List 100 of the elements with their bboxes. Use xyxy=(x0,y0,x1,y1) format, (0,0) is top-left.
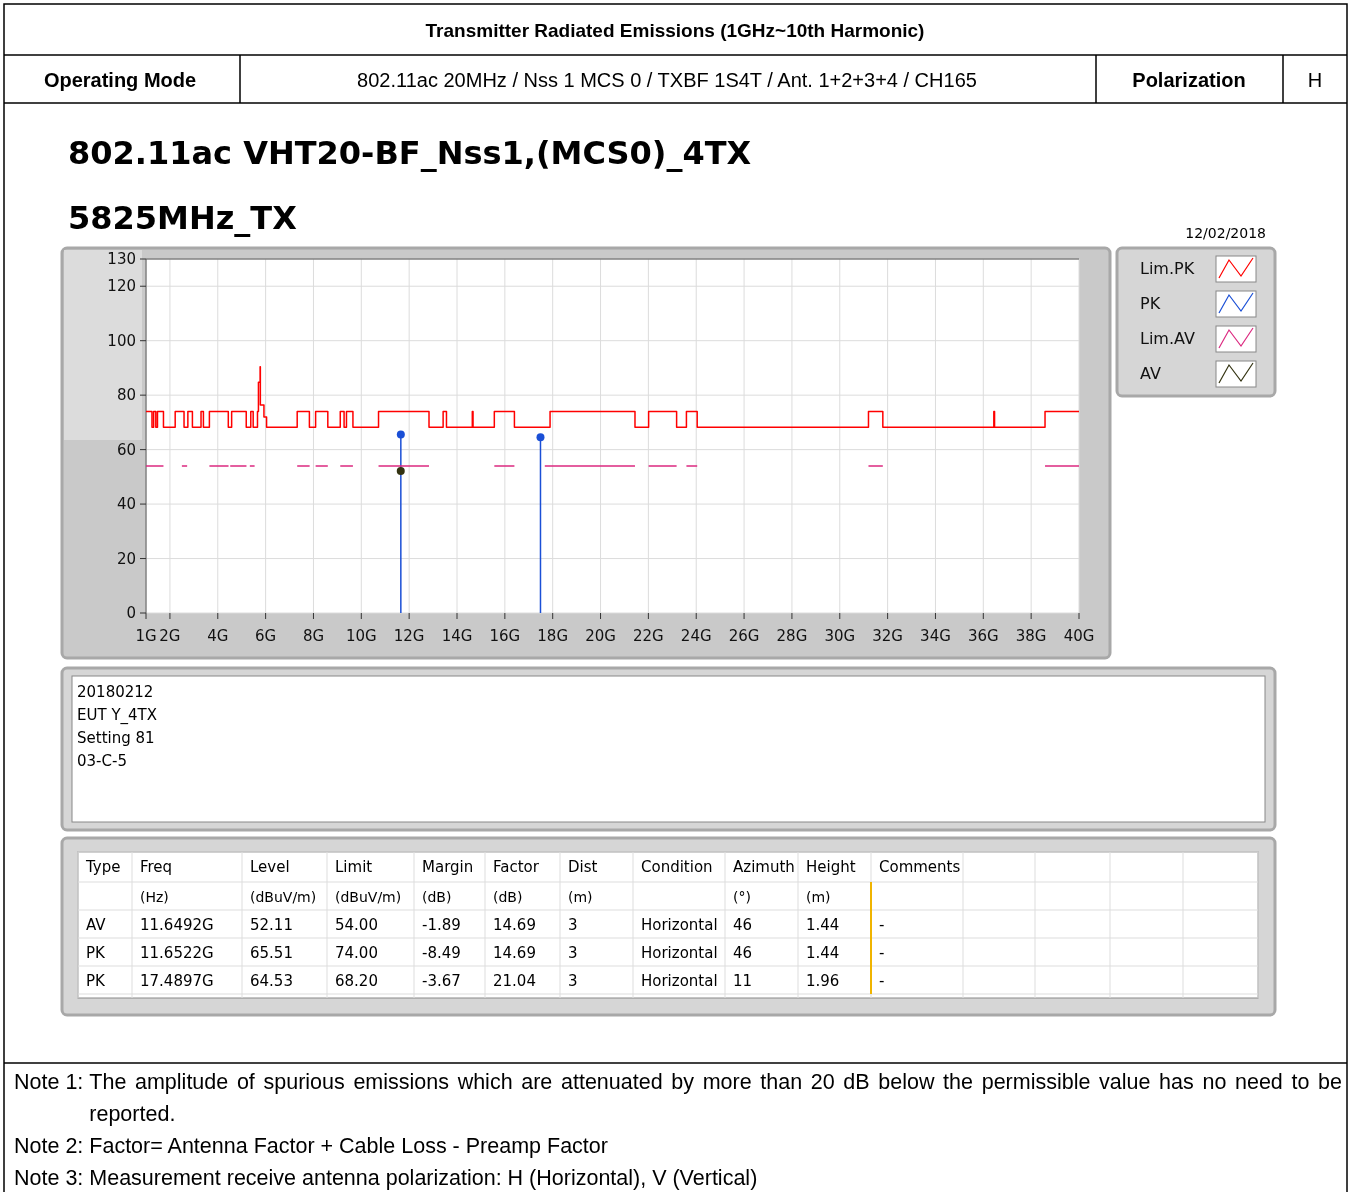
text: 46 xyxy=(733,916,753,934)
text: 1.96 xyxy=(806,972,840,990)
text: -3.67 xyxy=(422,972,461,990)
y-tick-label: 20 xyxy=(116,549,136,568)
x-tick-label: 12G xyxy=(393,627,425,645)
text: 14.69 xyxy=(493,916,536,934)
text: Type xyxy=(85,858,121,876)
text: Horizontal xyxy=(641,972,718,990)
text: EUT Y_4TX xyxy=(77,706,158,725)
text: 52.11 xyxy=(250,916,293,934)
x-tick-label: 18G xyxy=(537,627,569,645)
text: AV xyxy=(86,916,107,934)
text: 11.6522G xyxy=(140,944,214,962)
point xyxy=(396,467,405,476)
text: 20180212 xyxy=(77,683,154,701)
text: 46 xyxy=(733,944,753,962)
x-tick-label: 20G xyxy=(585,627,616,645)
text: (m) xyxy=(806,889,831,905)
text: Horizontal xyxy=(641,916,718,934)
y-tick-label: 0 xyxy=(126,604,136,622)
x-tick-label: 26G xyxy=(728,627,760,645)
text: Note 1: The amplitude of spurious emissions which are attenuated by more than 20 dB below the permissible value has no need to be reported. xyxy=(14,1069,1342,1128)
x-tick-label: 14G xyxy=(441,627,473,645)
x-tick-label: 40G xyxy=(1063,627,1095,645)
text: - xyxy=(879,916,885,934)
text: 68.20 xyxy=(335,972,378,990)
text: Margin xyxy=(422,858,474,876)
y-tick-label: 100 xyxy=(107,331,136,350)
x-tick-label: 30G xyxy=(824,627,856,645)
legend-label: Lim.PK xyxy=(1140,259,1195,278)
chart-title: 802.11ac VHT20-BF_Nss1,(MCS0)_4TX xyxy=(68,134,752,172)
text: Comments xyxy=(879,858,961,876)
text: PK xyxy=(1140,294,1161,313)
text: Freq xyxy=(140,858,173,876)
x-tick-label: 32G xyxy=(872,627,903,645)
text: PK xyxy=(86,944,107,962)
text: Limit xyxy=(335,858,373,876)
text: Setting 81 xyxy=(77,729,155,747)
text: (Hz) xyxy=(140,889,169,905)
text: (°) xyxy=(733,889,751,905)
y-tick-label: 130 xyxy=(107,250,136,268)
text: 3 xyxy=(568,972,578,990)
x-tick-label: 16G xyxy=(489,627,521,645)
text: 12/02/2018 xyxy=(1185,225,1266,241)
y-tick-label: 80 xyxy=(116,386,136,405)
text: Operating Mode xyxy=(43,69,197,91)
text: Polarization xyxy=(1132,69,1246,91)
text: - xyxy=(879,944,885,962)
text: 74.00 xyxy=(335,944,378,962)
point xyxy=(396,430,405,439)
text: 802.11ac 20MHz / Nss 1 MCS 0 / TXBF 1S4T / Ant. 1+2+3+4 / CH165 xyxy=(357,69,977,91)
text: H xyxy=(1307,69,1323,91)
text: Level xyxy=(250,858,290,876)
text: (dB) xyxy=(422,889,452,905)
text: 14.69 xyxy=(493,944,536,962)
text: 11 xyxy=(733,972,753,990)
x-tick-label: 34G xyxy=(920,627,951,645)
text: (dB) xyxy=(493,889,523,905)
text: Horizontal xyxy=(641,944,718,962)
x-tick-label: 2G xyxy=(159,627,181,645)
y-tick-label: 40 xyxy=(116,495,136,514)
text: AV xyxy=(1140,364,1161,383)
x-tick-label: 10G xyxy=(345,627,377,645)
legend-label: Lim.AV xyxy=(1140,329,1195,348)
text: 11.6492G xyxy=(140,916,214,934)
text: - xyxy=(879,972,885,990)
text: 65.51 xyxy=(250,944,293,962)
text: 64.53 xyxy=(250,972,293,990)
x-tick-label: 22G xyxy=(633,627,664,645)
text: 1.44 xyxy=(806,944,840,962)
point xyxy=(536,433,545,442)
y-tick-label: 60 xyxy=(116,440,136,459)
text: Height xyxy=(806,858,856,876)
text: Note 3: Measurement receive antenna polarization: H (Horizontal), V (Vertical) xyxy=(14,1165,758,1192)
text: (m) xyxy=(568,889,593,905)
text: -8.49 xyxy=(422,944,461,962)
x-tick-label: 8G xyxy=(302,627,325,645)
x-tick-label: 6G xyxy=(255,627,277,645)
text: Transmitter Radiated Emissions (1GHz~10th Harmonic) xyxy=(425,20,925,41)
text: Dist xyxy=(568,858,598,876)
x-tick-label: 28G xyxy=(776,627,808,645)
x-tick-label: 38G xyxy=(1015,627,1047,645)
y-tick-label: 120 xyxy=(107,277,136,296)
text: 17.4897G xyxy=(140,972,214,990)
x-tick-label: 36G xyxy=(967,627,999,645)
text: 3 xyxy=(568,944,578,962)
text: 03-C-5 xyxy=(77,752,127,770)
text: PK xyxy=(86,972,107,990)
text: (dBuV/m) xyxy=(335,889,402,905)
text: (dBuV/m) xyxy=(250,889,317,905)
text: 54.00 xyxy=(335,916,378,934)
text: 1.44 xyxy=(806,916,840,934)
text: Condition xyxy=(641,858,713,876)
text: Note 2: Factor= Antenna Factor + Cable Loss - Preamp Factor xyxy=(14,1133,608,1160)
text: 3 xyxy=(568,916,578,934)
x-tick-label: 4G xyxy=(207,627,229,645)
text: Factor xyxy=(493,858,540,876)
chart-subtitle: 5825MHz_TX xyxy=(68,199,298,237)
text: -1.89 xyxy=(422,916,461,934)
text: Azimuth xyxy=(733,858,795,876)
